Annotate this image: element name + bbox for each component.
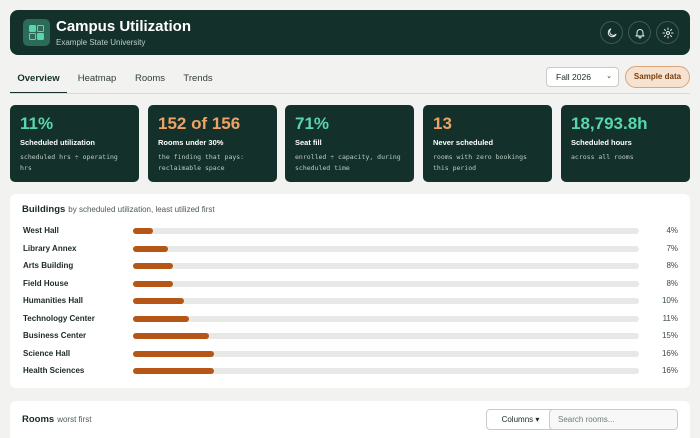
rooms-heading: Rooms (22, 414, 55, 425)
building-percent: 8% (666, 278, 678, 288)
sample-data-button[interactable]: Sample data (625, 66, 690, 88)
utilization-bar-fill (133, 333, 209, 339)
term-select-value: Fall 2026 (556, 72, 591, 82)
utilization-bar-track (133, 333, 639, 339)
kpi-value: 152 of 156 (158, 114, 241, 133)
building-row: Health Sciences 16% (10, 362, 690, 379)
chevron-down-icon: ⌄ (606, 73, 612, 80)
kpi-label: Scheduled utilization (20, 138, 96, 147)
building-name: Health Sciences (23, 366, 85, 375)
utilization-bar-track (133, 350, 639, 357)
utilization-bar-fill (133, 263, 174, 269)
building-row: Technology Center 11% (10, 310, 690, 327)
utilization-bar-track (133, 245, 639, 252)
kpi-label: Rooms under 30% (158, 138, 224, 147)
app-title: Campus Utilization (56, 18, 192, 35)
utilization-bar-track (133, 280, 639, 287)
notifications-button[interactable] (628, 21, 651, 44)
utilization-bar-fill (133, 315, 189, 322)
rooms-panel: Rooms worst first Columns ▾ (10, 401, 690, 438)
building-percent: 8% (666, 261, 678, 270)
tab-rooms[interactable]: Rooms (134, 73, 166, 84)
buildings-title: Buildings by scheduled utilization, least… (22, 204, 215, 215)
building-name: Field House (23, 278, 69, 288)
building-row: Business Center 15% (10, 327, 690, 344)
buildings-panel: Buildings by scheduled utilization, least… (10, 194, 690, 388)
building-percent: 16% (661, 348, 678, 358)
grid-logo-icon (23, 19, 50, 46)
building-percent: 10% (661, 296, 678, 305)
kpi-value: 11% (20, 114, 54, 133)
theme-toggle-button[interactable] (600, 21, 623, 44)
utilization-bar-fill (133, 368, 214, 374)
utilization-bar-fill (133, 350, 214, 357)
building-name: Library Annex (23, 243, 77, 253)
utilization-bar-track (133, 263, 639, 269)
kpi-card-scheduled-hours: 18,793.8h Scheduled hours across all roo… (561, 105, 690, 182)
tab-heatmap[interactable]: Heatmap (77, 73, 117, 84)
utilization-bar-fill (133, 298, 184, 304)
building-percent: 7% (666, 243, 678, 253)
building-percent: 16% (661, 366, 678, 375)
kpi-card-seat-fill: 71% Seat fill enrolled ÷ capacity, durin… (285, 105, 414, 182)
building-name: Humanities Hall (23, 296, 84, 305)
building-row: Field House 8% (10, 275, 690, 292)
tab-overview[interactable]: Overview (10, 68, 67, 94)
search-rooms-input[interactable] (549, 409, 678, 430)
term-select[interactable]: Fall 2026 ⌄ (546, 67, 619, 87)
gear-icon (662, 27, 673, 38)
app-subtitle: Example State University (56, 38, 146, 47)
buildings-heading: Buildings (22, 204, 66, 215)
kpi-value: 71% (295, 114, 330, 133)
utilization-bar-fill (133, 245, 169, 252)
building-name: Science Hall (23, 348, 71, 358)
kpi-subtext: across all rooms (571, 153, 634, 161)
building-name: West Hall (23, 226, 59, 235)
building-percent: 11% (662, 313, 678, 323)
kpi-value: 18,793.8h (571, 114, 648, 133)
rooms-subtitle: worst first (57, 415, 92, 424)
utilization-bar-track (133, 368, 639, 374)
building-name: Business Center (23, 331, 87, 340)
kpi-card-never-scheduled: 13 Never scheduled rooms with zero booki… (423, 105, 552, 182)
kpi-subtext: enrolled ÷ capacity, during scheduled ti… (295, 153, 401, 172)
columns-label: Columns (501, 415, 534, 424)
building-name: Arts Building (23, 261, 74, 270)
app-header: Campus Utilization Example State Univers… (10, 10, 690, 55)
utilization-bar-track (133, 228, 639, 234)
kpi-subtext: rooms with zero bookings this period (433, 153, 527, 172)
building-percent: 15% (661, 331, 678, 340)
utilization-bar-track (133, 298, 639, 304)
building-percent: 4% (666, 226, 678, 235)
utilization-bar-fill (133, 280, 174, 287)
building-row: Arts Building 8% (10, 257, 690, 274)
building-row: Humanities Hall 10% (10, 292, 690, 309)
kpi-label: Seat fill (295, 138, 322, 147)
settings-button[interactable] (656, 21, 679, 44)
tabs-divider (10, 93, 690, 94)
kpi-subtext: scheduled hrs ÷ operating hrs (20, 153, 118, 172)
moon-icon (607, 28, 616, 37)
building-row: Library Annex 7% (10, 240, 690, 257)
rooms-title: Rooms worst first (22, 414, 91, 425)
building-row: West Hall 4% (10, 222, 690, 239)
kpi-label: Scheduled hours (571, 138, 632, 147)
columns-button[interactable]: Columns ▾ (486, 409, 555, 430)
utilization-bar-track (133, 315, 639, 322)
tab-trends[interactable]: Trends (183, 73, 213, 84)
bell-icon (635, 28, 644, 38)
kpi-subtext: the finding that pays: reclaimable space (158, 153, 245, 172)
caret-down-icon: ▾ (535, 415, 540, 424)
kpi-value: 13 (433, 114, 452, 133)
kpi-label: Never scheduled (433, 138, 494, 147)
building-row: Science Hall 16% (10, 345, 690, 362)
buildings-subtitle: by scheduled utilization, least utilized… (68, 205, 215, 214)
building-name: Technology Center (23, 313, 95, 323)
kpi-card-utilization: 11% Scheduled utilization scheduled hrs … (10, 105, 139, 182)
utilization-bar-fill (133, 228, 154, 234)
kpi-card-rooms-under: 152 of 156 Rooms under 30% the finding t… (148, 105, 277, 182)
